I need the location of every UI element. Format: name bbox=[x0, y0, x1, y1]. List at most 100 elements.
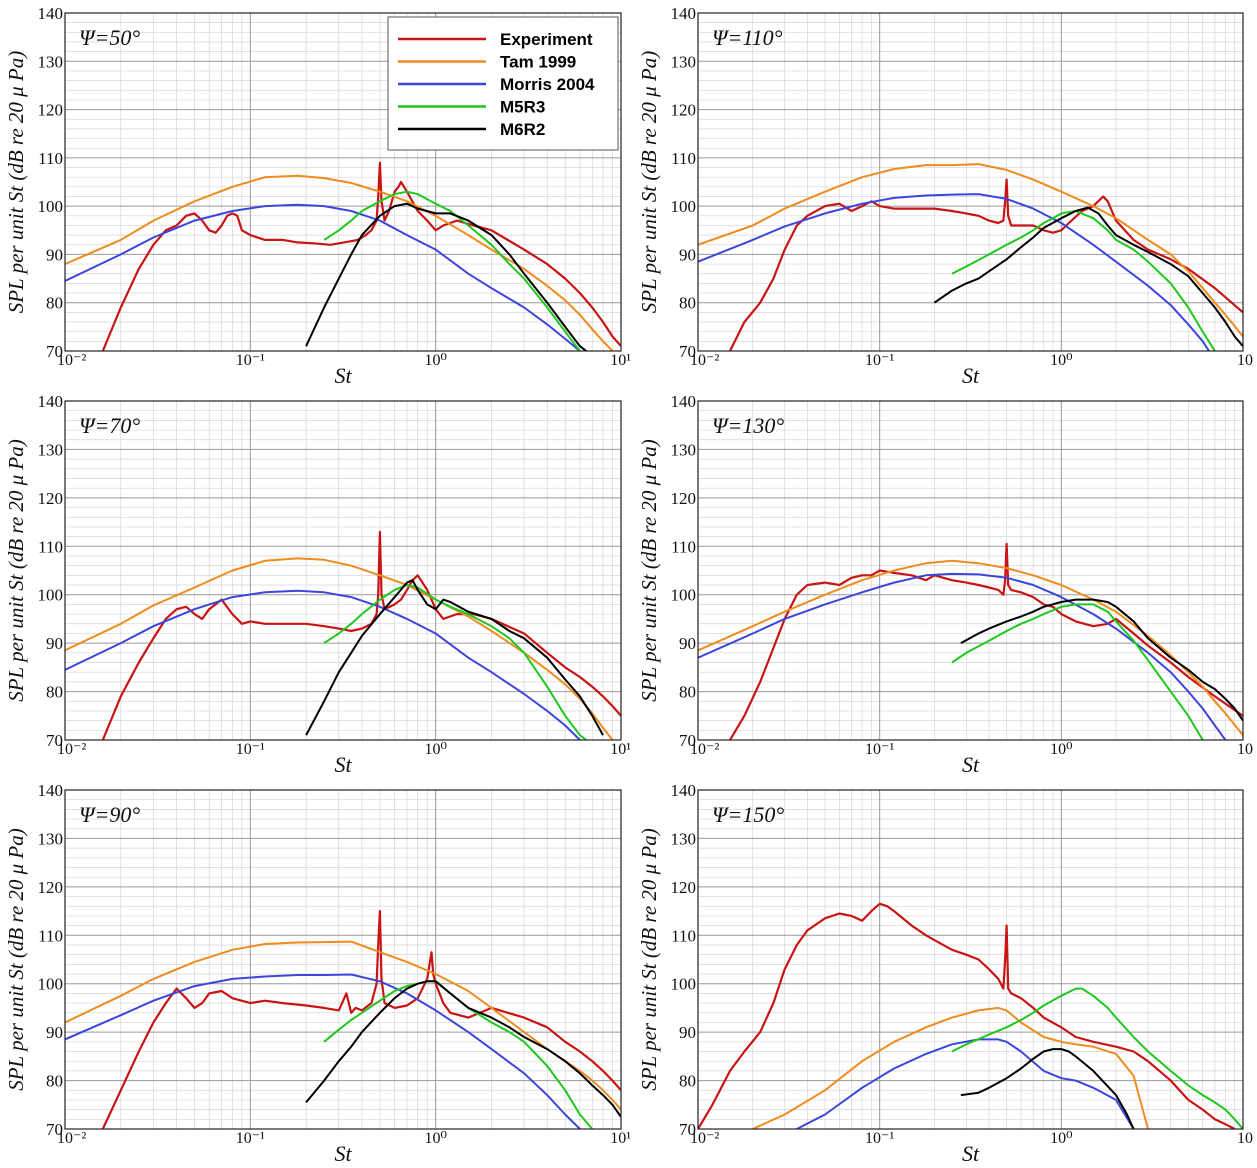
y-tick-label: 120 bbox=[38, 101, 64, 120]
y-tick-label: 120 bbox=[671, 489, 697, 508]
series-line-m5r3 bbox=[323, 980, 594, 1129]
x-tick-label: 10 bbox=[1237, 741, 1253, 758]
plot-frame bbox=[697, 12, 1244, 352]
x-axis-label: St bbox=[962, 752, 980, 777]
y-tick-label: 70 bbox=[679, 342, 696, 361]
y-tick-label: 100 bbox=[38, 197, 64, 216]
y-tick-label: 140 bbox=[38, 4, 64, 23]
panel-4: 70 80 90 100 110 120 130 140 10⁻² 10⁻¹ 10⁰ 10 St SPL … bbox=[637, 392, 1253, 777]
y-tick-label: 110 bbox=[671, 149, 696, 168]
x-tick-label: 10⁰ bbox=[1050, 352, 1072, 369]
series-group bbox=[698, 902, 1243, 1129]
y-axis-label: SPL per unit St (dB re 20 μ Pa) bbox=[4, 828, 28, 1091]
x-tick-label: 10⁰ bbox=[1050, 1130, 1072, 1147]
y-tick-label: 70 bbox=[679, 1120, 696, 1139]
series-line-tam-1999 bbox=[698, 559, 1243, 736]
y-tick-label: 110 bbox=[38, 537, 63, 556]
series-group bbox=[65, 530, 621, 740]
y-tick-label: 90 bbox=[679, 1023, 696, 1042]
y-tick-label: 140 bbox=[38, 392, 64, 411]
y-axis-label: SPL per unit St (dB re 20 μ Pa) bbox=[637, 439, 661, 702]
y-tick-label: 100 bbox=[38, 586, 64, 605]
x-tick-label: 10⁻² bbox=[690, 1130, 719, 1147]
x-tick-label: 10⁻² bbox=[57, 1130, 86, 1147]
minor-gridlines bbox=[65, 401, 621, 740]
series-group bbox=[65, 909, 621, 1129]
y-tick-label: 80 bbox=[679, 1072, 696, 1091]
legend-label-experiment: Experiment bbox=[500, 30, 593, 49]
series-line-m6r2 bbox=[305, 202, 587, 351]
series-line-experiment bbox=[101, 161, 621, 351]
series-line-morris-2004 bbox=[698, 572, 1227, 740]
x-tick-label: 10⁻² bbox=[690, 741, 719, 758]
series-group bbox=[698, 542, 1243, 740]
series-line-tam-1999 bbox=[65, 940, 621, 1111]
legend-label-m5r3: M5R3 bbox=[500, 98, 545, 117]
series-line-tam-1999 bbox=[752, 1006, 1149, 1129]
y-axis-label: SPL per unit St (dB re 20 μ Pa) bbox=[637, 828, 661, 1091]
series-line-experiment bbox=[729, 542, 1243, 740]
series-line-experiment bbox=[101, 530, 621, 740]
series-line-m5r3 bbox=[951, 603, 1204, 740]
legend-label-morris-2004: Morris 2004 bbox=[500, 75, 595, 94]
plot-frame bbox=[697, 400, 1244, 741]
y-tick-label: 140 bbox=[671, 781, 697, 800]
series-line-morris-2004 bbox=[65, 973, 581, 1129]
panel-2: 70 80 90 100 110 120 130 140 10⁻² 10⁻¹ 10⁰ 10 St SPL … bbox=[637, 4, 1253, 388]
y-tick-label: 90 bbox=[679, 634, 696, 653]
x-axis-label: St bbox=[962, 1141, 980, 1166]
panel-6: 70 80 90 100 110 120 130 140 10⁻² 10⁻¹ 10⁰ 10 St SPL … bbox=[637, 781, 1253, 1166]
y-tick-label: 80 bbox=[46, 683, 63, 702]
x-tick-label: 10⁻² bbox=[57, 352, 86, 369]
minor-gridlines bbox=[65, 790, 621, 1129]
x-axis-label: St bbox=[962, 363, 980, 388]
series-group bbox=[698, 163, 1243, 351]
series-line-morris-2004 bbox=[796, 1038, 1135, 1129]
x-tick-label: 10⁰ bbox=[424, 1130, 446, 1147]
x-tick-label: 10 bbox=[1237, 352, 1253, 369]
x-tick-label: 10⁰ bbox=[1050, 741, 1072, 758]
panel-1: 70 80 90 100 110 120 130 140 10⁻² 10⁻¹ 10⁰ 10¹ St SPL… bbox=[4, 4, 631, 388]
series-line-m6r2 bbox=[305, 980, 621, 1118]
series-line-m6r2 bbox=[960, 1048, 1135, 1129]
y-tick-label: 80 bbox=[46, 1072, 63, 1091]
y-tick-label: 130 bbox=[38, 829, 64, 848]
y-tick-label: 70 bbox=[46, 342, 63, 361]
x-tick-label: 10⁻¹ bbox=[865, 741, 894, 758]
plot-frame bbox=[64, 789, 622, 1130]
major-gridlines bbox=[698, 401, 1243, 740]
y-axis-label: SPL per unit St (dB re 20 μ Pa) bbox=[4, 439, 28, 702]
series-line-m6r2 bbox=[960, 598, 1243, 722]
x-axis-label: St bbox=[334, 363, 352, 388]
y-tick-label: 130 bbox=[671, 52, 697, 71]
series-line-m5r3 bbox=[951, 987, 1243, 1129]
x-tick-label: 10⁻² bbox=[690, 352, 719, 369]
y-tick-label: 80 bbox=[679, 294, 696, 313]
y-tick-label: 130 bbox=[671, 440, 697, 459]
x-tick-label: 10 bbox=[1237, 1130, 1253, 1147]
y-tick-label: 70 bbox=[679, 731, 696, 750]
legend-label-m6r2: M6R2 bbox=[500, 120, 545, 139]
major-gridlines bbox=[65, 401, 621, 740]
series-line-m6r2 bbox=[933, 206, 1243, 347]
plot-frame bbox=[64, 400, 622, 741]
x-tick-label: 10⁻¹ bbox=[236, 1130, 265, 1147]
x-tick-label: 10¹ bbox=[610, 1130, 631, 1147]
series-line-tam-1999 bbox=[698, 163, 1243, 338]
series-line-morris-2004 bbox=[65, 589, 581, 740]
series-line-experiment bbox=[101, 909, 621, 1129]
x-tick-label: 10⁻¹ bbox=[865, 352, 894, 369]
y-tick-label: 140 bbox=[38, 781, 64, 800]
y-tick-label: 100 bbox=[38, 975, 64, 994]
panel-3: 70 80 90 100 110 120 130 140 10⁻² 10⁻¹ 10⁰ 10¹ St SPL… bbox=[4, 392, 631, 777]
y-tick-label: 140 bbox=[671, 4, 697, 23]
y-tick-label: 110 bbox=[38, 926, 63, 945]
series-group bbox=[65, 161, 621, 351]
y-tick-label: 130 bbox=[671, 829, 697, 848]
x-axis-label: St bbox=[334, 752, 352, 777]
legend-label-tam-1999: Tam 1999 bbox=[500, 53, 576, 72]
y-tick-label: 70 bbox=[46, 1120, 63, 1139]
series-line-morris-2004 bbox=[65, 203, 581, 351]
y-tick-label: 110 bbox=[671, 537, 696, 556]
series-line-experiment bbox=[729, 178, 1243, 351]
